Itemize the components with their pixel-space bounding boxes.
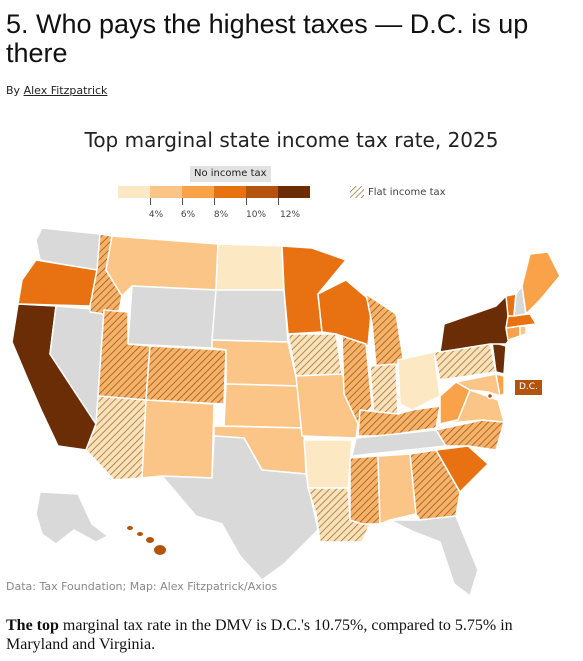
state-hi [127, 526, 166, 555]
legend-tick-label: 4% [148, 210, 164, 220]
state-dc [486, 392, 494, 400]
legend-ticks [118, 198, 310, 208]
byline-prefix: By [6, 84, 21, 97]
state-ri [519, 325, 527, 337]
caption-body: marginal tax rate in the DMV is D.C.'s 1… [6, 617, 513, 653]
legend-tick-label: 8% [213, 210, 229, 220]
state-fl [389, 515, 479, 597]
flat-tax-label: Flat income tax [368, 186, 446, 198]
article-headline: 5. Who pays the highest taxes — D.C. is … [6, 9, 529, 68]
state-ia [287, 333, 343, 377]
state-nc [435, 419, 505, 451]
map-title: Top marginal state income tax rate, 2025 [84, 128, 499, 152]
legend-tick [246, 198, 247, 205]
dc-label: D.C. [515, 380, 542, 395]
byline: By Alex Fitzpatrick [6, 84, 107, 97]
state-la [307, 487, 371, 543]
legend-swatch-3 [214, 186, 246, 198]
legend-tick-label: 10% [245, 210, 267, 220]
state-ms [349, 455, 381, 525]
article-paragraph: The top marginal tax rate in the DMV is … [6, 616, 576, 654]
state-tx [161, 435, 319, 581]
legend-swatch-4 [246, 186, 278, 198]
state-oh [397, 351, 441, 411]
state-ny [439, 295, 515, 353]
flat-tax-legend: Flat income tax [350, 186, 446, 198]
legend-swatch-0 [118, 186, 150, 198]
state-md [455, 373, 501, 397]
state-sc [435, 445, 489, 493]
state-in [369, 363, 399, 417]
state-or [17, 259, 98, 307]
caption-lead: The top [6, 617, 59, 634]
state-wy [127, 285, 217, 349]
legend-tick [278, 198, 279, 205]
legend-swatch-1 [150, 186, 182, 198]
state-nm [141, 399, 215, 479]
map-graphic: Top marginal state income tax rate, 2025… [0, 112, 583, 602]
state-ar [303, 439, 353, 489]
us-state-map [11, 227, 561, 597]
state-nd [215, 243, 285, 291]
state-sd [211, 289, 289, 343]
map-source: Data: Tax Foundation; Map: Alex Fitzpatr… [6, 580, 278, 593]
legend-tick-label: 12% [279, 210, 301, 220]
state-ky [357, 405, 441, 437]
legend-tick-label: 6% [180, 210, 196, 220]
legend-color-bar [118, 186, 310, 198]
legend-swatch-2 [182, 186, 214, 198]
legend-no-income-tax-label: No income tax [190, 166, 271, 182]
legend-tick [150, 198, 151, 205]
state-ks [223, 383, 303, 429]
state-al [377, 453, 417, 525]
state-mi [365, 293, 405, 367]
state-de [495, 373, 505, 397]
state-ak [35, 491, 109, 545]
state-co [145, 345, 227, 405]
state-me [521, 251, 561, 315]
legend-swatch-5 [278, 186, 310, 198]
state-wi [317, 279, 373, 347]
legend-tick [182, 198, 183, 205]
legend-tick [214, 198, 215, 205]
flat-tax-hatch-icon [350, 186, 364, 198]
author-link[interactable]: Alex Fitzpatrick [23, 84, 108, 97]
